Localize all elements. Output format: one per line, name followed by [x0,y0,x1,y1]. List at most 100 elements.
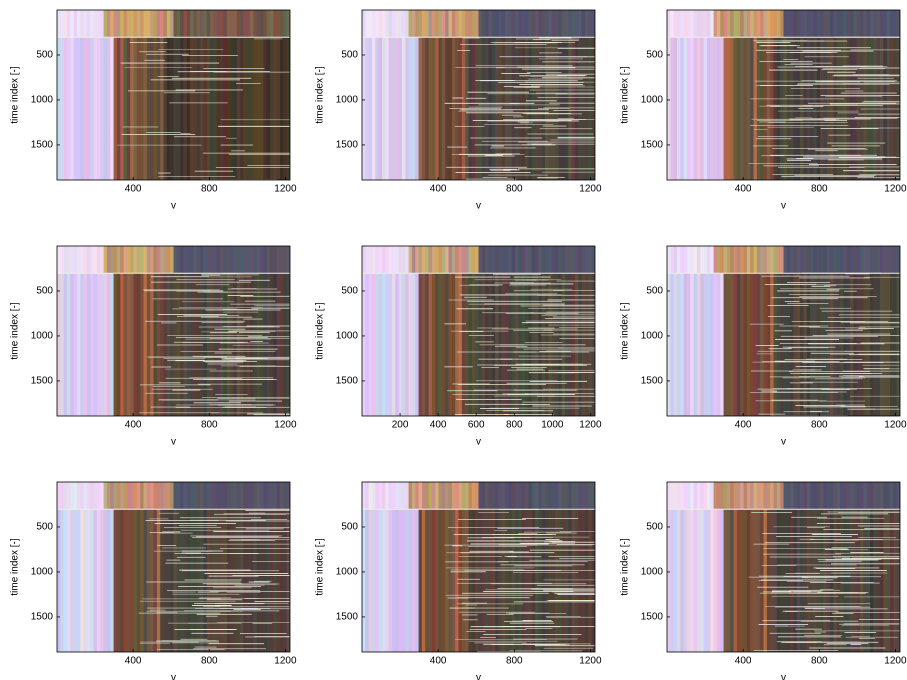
image-stripe [873,10,878,38]
image-stripe [726,246,731,274]
image-stripe [408,246,413,274]
image-stripe [150,273,155,416]
image-stripe [750,246,755,274]
image-stripe [886,37,891,180]
image-stripe [896,482,900,510]
image-stripe [190,10,195,38]
image-stripe [585,10,589,38]
image-stripe [220,273,225,416]
image-stripe [800,10,805,38]
image-stripe [813,509,818,652]
image-stripe [680,482,685,510]
image-stripe [83,273,88,416]
image-stripe [716,10,721,38]
image-stripe [236,246,241,274]
image-stripe [856,10,861,38]
image-stripe [836,482,841,510]
image-stripe [240,246,244,274]
image-stripe [448,246,453,274]
image-stripe [710,246,715,274]
image-stripe [236,509,241,652]
image-stripe [103,509,108,652]
image-stripe [431,273,436,416]
image-stripe [270,246,274,274]
image-stripe [368,10,373,38]
image-stripe [133,509,138,652]
x-tick-label: 400 [735,656,752,667]
image-stripe [893,482,898,510]
image-stripe [230,37,235,180]
image-stripe [80,246,85,274]
image-stripe [830,246,835,274]
image-stripe [488,509,493,652]
image-stripe [100,482,105,510]
image-stripe [766,10,771,38]
image-stripe [856,509,861,652]
image-stripe [846,482,851,510]
image-stripe [405,482,410,510]
image-stripe [568,509,573,652]
image-stripe [763,10,768,38]
image-stripe [723,10,728,38]
image-stripe [260,37,264,180]
image-stripe [206,10,211,38]
x-tick-label: 1200 [884,184,907,195]
image-stripe [863,509,868,652]
image-stripe [411,509,416,652]
y-tick-label: 500 [646,522,663,533]
image-stripe [703,509,708,652]
image-stripe [696,482,701,510]
image-stripe [66,37,71,180]
image-stripe [780,246,785,274]
image-stripe [756,37,761,180]
image-stripe [76,509,81,652]
image-stripe [706,246,711,274]
image-stripe [123,246,128,274]
image-stripe [120,10,125,38]
image-stripe [216,273,221,416]
image-stripe [816,273,821,416]
image-stripe [371,246,376,274]
image-stripe [680,509,685,652]
image-stripe [796,10,801,38]
image-stripe [418,482,423,510]
image-stripe [431,246,436,274]
image-stripe [375,273,380,416]
image-stripe [720,482,725,510]
image-stripe [508,246,513,274]
image-stripe [690,10,695,38]
image-stripe [733,509,738,652]
image-stripe [445,482,450,510]
image-stripe [385,246,390,274]
image-stripe [253,273,258,416]
image-stripe [455,10,460,38]
image-stripe [96,37,101,180]
image-stripe [140,246,145,274]
image-stripe [495,509,500,652]
image-stripe [740,509,745,652]
image-stripe [551,246,556,274]
image-stripe [375,37,380,180]
image-stripe [485,482,490,510]
image-stripe [266,37,271,180]
image-stripe [236,37,241,180]
image-stripe [591,10,595,38]
image-stripe [273,273,278,416]
image-stripe [733,246,738,274]
image-stripe [60,10,65,38]
y-tick-label: 1500 [336,140,359,151]
image-stripe [395,482,400,510]
image-stripe [890,10,894,38]
image-stripe [246,509,251,652]
image-stripe [528,37,533,180]
image-stripe [750,273,755,416]
image-stripe [760,482,765,510]
image-stripe [826,37,831,180]
image-stripe [280,509,284,652]
image-stripe [401,10,406,38]
image-stripe [667,37,671,180]
image-stripe [130,482,135,510]
image-stripe [673,10,678,38]
image [57,246,290,416]
image-stripe [116,273,121,416]
